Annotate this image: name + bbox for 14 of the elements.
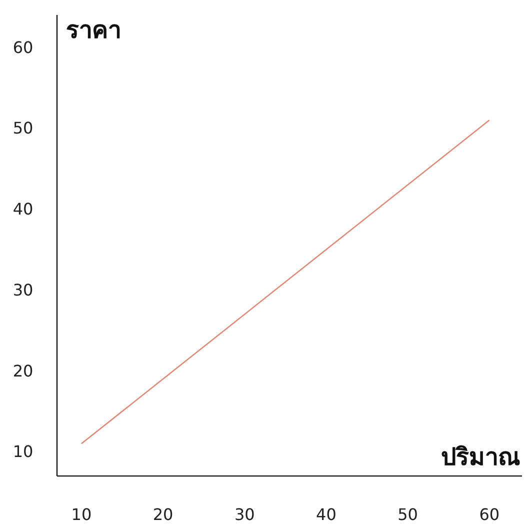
y-tick-label: 50 xyxy=(12,118,34,138)
x-axis-title: ปริมาณ xyxy=(441,443,520,471)
y-axis-title: ราคา xyxy=(66,16,121,44)
x-tick-label: 10 xyxy=(71,505,92,524)
y-tick-label: 60 xyxy=(12,38,34,57)
x-tick-label: 40 xyxy=(316,505,336,524)
x-tick-label: 60 xyxy=(479,505,500,524)
x-tick-label: 20 xyxy=(152,505,174,524)
y-tick-label: 40 xyxy=(12,200,34,219)
x-tick-label: 30 xyxy=(234,505,255,524)
y-tick-label: 30 xyxy=(12,280,34,300)
x-tick-label: 50 xyxy=(398,505,418,524)
y-tick-label: 20 xyxy=(12,361,34,380)
y-tick-label: 10 xyxy=(12,442,34,462)
